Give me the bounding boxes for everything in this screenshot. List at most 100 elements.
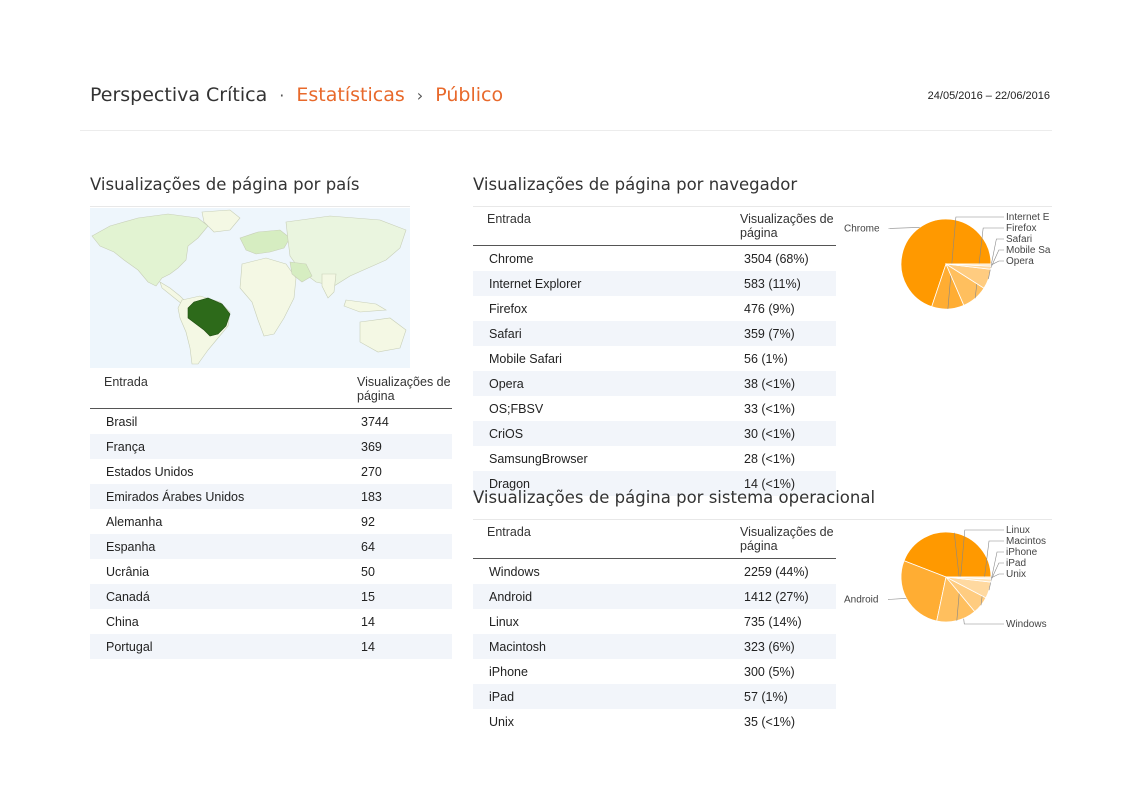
pie-leader-line: [990, 260, 1004, 266]
row-entry: Emirados Árabes Unidos: [90, 484, 341, 509]
pie-label: Firefox: [1006, 223, 1037, 234]
pie-label: Opera: [1006, 256, 1034, 267]
pie-label: Internet E: [1006, 212, 1050, 223]
map-greenland: [201, 209, 241, 233]
breadcrumb: Perspectiva Crítica · Estatísticas › Púb…: [90, 84, 503, 106]
row-views: 15: [341, 584, 452, 609]
row-entry: CriOS: [473, 421, 724, 446]
row-entry: França: [90, 434, 341, 459]
row-views: 3504 (68%): [724, 245, 836, 271]
pie-leader-line: [990, 249, 1004, 268]
country-section-title: Visualizações de página por país: [90, 175, 360, 194]
pie-label: iPad: [1006, 558, 1026, 569]
breadcrumb-stats-link[interactable]: Estatísticas: [296, 84, 405, 106]
row-views: 476 (9%): [724, 296, 836, 321]
row-entry: Internet Explorer: [473, 271, 724, 296]
row-entry: Portugal: [90, 634, 341, 659]
row-entry: Espanha: [90, 534, 341, 559]
row-views: 14 (<1%): [724, 471, 836, 496]
row-entry: Macintosh: [473, 634, 724, 659]
row-entry: Unix: [473, 709, 724, 734]
row-views: 3744: [341, 408, 452, 434]
blog-name-link[interactable]: Perspectiva Crítica: [90, 84, 268, 106]
row-views: 56 (1%): [724, 346, 836, 371]
row-views: 323 (6%): [724, 634, 836, 659]
col-header-entry: Entrada: [473, 208, 724, 246]
row-entry: Chrome: [473, 245, 724, 271]
table-row: Macintosh 323 (6%): [473, 634, 836, 659]
table-row: Opera 38 (<1%): [473, 371, 836, 396]
table-row: Firefox 476 (9%): [473, 296, 836, 321]
row-entry: Alemanha: [90, 509, 341, 534]
row-views: 14: [341, 634, 452, 659]
row-entry: iPad: [473, 684, 724, 709]
row-entry: Ucrânia: [90, 559, 341, 584]
map-north-america: [91, 213, 209, 287]
table-row: China 14: [90, 609, 452, 634]
pie-slice[interactable]: [945, 263, 992, 267]
world-map[interactable]: [90, 208, 410, 368]
table-row: Emirados Árabes Unidos 183: [90, 484, 452, 509]
map-europe: [239, 229, 291, 255]
col-header-entry: Entrada: [473, 521, 724, 559]
breadcrumb-audience: Público: [435, 84, 504, 106]
pie-label: Chrome: [844, 223, 880, 234]
row-entry: China: [90, 609, 341, 634]
date-range: 24/05/2016 – 22/06/2016: [927, 90, 1050, 102]
pie-slice[interactable]: [900, 218, 992, 308]
pie-leader-line: [887, 598, 907, 600]
pie-label: Unix: [1006, 569, 1026, 580]
table-row: Ucrânia 50: [90, 559, 452, 584]
pie-leader-line: [990, 573, 1004, 579]
header-divider: [80, 130, 1052, 131]
table-row: Estados Unidos 270: [90, 459, 452, 484]
row-views: 14: [341, 609, 452, 634]
table-row: Internet Explorer 583 (11%): [473, 271, 836, 296]
table-row: OS;FBSV 33 (<1%): [473, 396, 836, 421]
table-row: Linux 735 (14%): [473, 609, 836, 634]
browser-title-rule: [473, 206, 1052, 207]
row-entry: Estados Unidos: [90, 459, 341, 484]
table-row: Mobile Safari 56 (1%): [473, 346, 836, 371]
os-table: Entrada Visualizações de página Windows 2…: [473, 521, 836, 734]
table-row: Dragon 14 (<1%): [473, 471, 836, 496]
pie-label: Macintos: [1006, 536, 1046, 547]
row-entry: Windows: [473, 558, 724, 584]
table-row: Windows 2259 (44%): [473, 558, 836, 584]
pie-label: Windows: [1006, 619, 1047, 630]
row-views: 300 (5%): [724, 659, 836, 684]
pie-leader-line: [953, 532, 1004, 625]
table-row: França 369: [90, 434, 452, 459]
table-row: iPhone 300 (5%): [473, 659, 836, 684]
table-row: iPad 57 (1%): [473, 684, 836, 709]
col-header-views: Visualizações de página: [341, 371, 452, 409]
breadcrumb-chevron-icon: ›: [416, 86, 424, 105]
row-views: 183: [341, 484, 452, 509]
row-views: 1412 (27%): [724, 584, 836, 609]
table-row: Unix 35 (<1%): [473, 709, 836, 734]
row-entry: Dragon: [473, 471, 724, 496]
map-australia: [359, 317, 407, 353]
country-title-rule: [90, 206, 410, 207]
pie-leader-line: [947, 216, 1004, 309]
pie-leader-line: [988, 551, 1004, 591]
os-pie-chart: Windows Android LinuxMacintosiPhoneiPadUni…: [844, 525, 1047, 630]
row-entry: Opera: [473, 371, 724, 396]
row-entry: Firefox: [473, 296, 724, 321]
row-views: 92: [341, 509, 452, 534]
row-entry: Safari: [473, 321, 724, 346]
table-row: CriOS 30 (<1%): [473, 421, 836, 446]
row-entry: Mobile Safari: [473, 346, 724, 371]
table-row: Canadá 15: [90, 584, 452, 609]
row-entry: Brasil: [90, 408, 341, 434]
breadcrumb-separator: ·: [279, 86, 285, 105]
country-table: Entrada Visualizações de página Brasil 37…: [90, 371, 452, 659]
pie-label: iPhone: [1006, 547, 1038, 558]
pie-leader-line: [990, 562, 1004, 581]
table-row: Espanha 64: [90, 534, 452, 559]
table-row: Brasil 3744: [90, 408, 452, 434]
col-header-entry: Entrada: [90, 371, 341, 409]
browser-section-title: Visualizações de página por navegador: [473, 175, 798, 194]
table-row: Alemanha 92: [90, 509, 452, 534]
col-header-views: Visualizações de página: [724, 521, 836, 559]
